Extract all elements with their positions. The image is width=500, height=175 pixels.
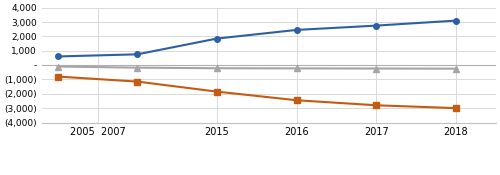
- Net Stock: [294, 99, 300, 101]
- Line: Outward: Outward: [55, 64, 459, 71]
- Net Stock: [134, 80, 140, 83]
- Net Stock: [374, 104, 380, 106]
- Line: Net Stock: Net Stock: [55, 74, 459, 111]
- Inward: [134, 53, 140, 55]
- Inward: [214, 37, 220, 40]
- Line: Inward: Inward: [55, 18, 459, 59]
- Net Stock: [54, 76, 60, 78]
- Outward: [453, 68, 459, 70]
- Inward: [374, 25, 380, 27]
- Legend: Inward, Net Stock, Outward: Inward, Net Stock, Outward: [146, 171, 392, 175]
- Outward: [294, 67, 300, 69]
- Outward: [134, 67, 140, 69]
- Inward: [294, 29, 300, 31]
- Net Stock: [214, 91, 220, 93]
- Outward: [214, 67, 220, 69]
- Inward: [54, 55, 60, 58]
- Outward: [374, 68, 380, 70]
- Inward: [453, 20, 459, 22]
- Outward: [54, 65, 60, 68]
- Net Stock: [453, 107, 459, 109]
